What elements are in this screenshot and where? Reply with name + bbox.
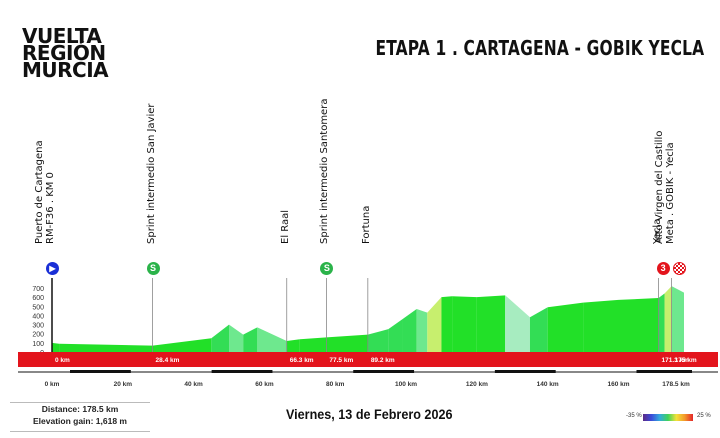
stage-title: ETAPA 1 . CARTAGENA - GOBIK YECLA <box>375 36 704 60</box>
logo-line-3: MURCIA <box>22 58 109 82</box>
elevation-stat: Elevation gain: 1,618 m <box>32 416 127 426</box>
scale-segment <box>353 370 415 373</box>
x-tick-label: 178.5 km <box>662 381 690 388</box>
start-icon: ▶ <box>46 262 59 275</box>
profile-segment <box>243 327 258 352</box>
profile-segment <box>388 319 403 352</box>
y-tick-label: 400 <box>32 313 44 320</box>
profile-segment <box>402 309 417 352</box>
y-tick-label: 200 <box>32 332 44 339</box>
waypoint-km-label: 89.2 km <box>371 357 395 364</box>
legend-max: 25 % <box>697 413 711 419</box>
distance-stat: Distance: 178.5 km <box>41 404 119 414</box>
profile-segment <box>441 296 453 352</box>
scale-segment <box>494 370 556 373</box>
x-tick-label: 40 km <box>184 381 203 388</box>
profile-segment <box>52 342 60 352</box>
logo-line-1: VUELTA <box>22 24 102 48</box>
profile-segment <box>416 309 428 352</box>
climb-category-icon: 3 <box>656 262 670 275</box>
stage-date: Viernes, 13 de Febrero 2026 <box>286 406 453 422</box>
sprint-icon: S <box>146 262 160 275</box>
profile-segment <box>367 329 389 352</box>
profile-segment <box>671 286 684 352</box>
x-tick-label: 60 km <box>255 381 274 388</box>
profile-segment <box>583 299 619 352</box>
profile-segment <box>664 286 672 352</box>
finish-flag-icon <box>672 262 686 275</box>
logo-line-2: REGIÓN <box>22 41 106 65</box>
stage-stats: Distance: 178.5 km Elevation gain: 1,618… <box>10 402 150 432</box>
waypoint-km-label: 66.3 km <box>290 357 314 364</box>
x-tick-label: 120 km <box>466 381 488 388</box>
scale-segment <box>636 370 692 373</box>
y-tick-label: 300 <box>32 323 44 330</box>
profile-segment <box>529 307 548 352</box>
profile-segment <box>427 297 442 352</box>
waypoint-km-label: 28.4 km <box>156 357 180 364</box>
km-band <box>18 352 718 367</box>
scale-segment <box>70 370 131 373</box>
x-tick-label: 0 km <box>45 381 60 388</box>
gradient-legend: -35 % 25 % <box>626 413 711 421</box>
scale-segment <box>211 370 273 373</box>
y-tick-label: 700 <box>32 286 44 293</box>
profile-segment <box>658 293 665 352</box>
profile-segment <box>152 338 212 352</box>
legend-min: -35 % <box>626 413 642 419</box>
profile-segment <box>505 295 530 352</box>
profile-segment <box>257 327 287 352</box>
x-tick-label: 140 km <box>537 381 559 388</box>
y-tick-label: 600 <box>32 295 44 302</box>
x-tick-label: 100 km <box>395 381 417 388</box>
x-tick-label: 20 km <box>114 381 133 388</box>
profile-segment <box>618 298 659 352</box>
waypoint-km-label: 171.3 km <box>662 357 690 364</box>
profile-segment <box>326 334 368 352</box>
profile-segment <box>59 343 153 352</box>
x-tick-label: 160 km <box>607 381 629 388</box>
y-tick-label: 100 <box>32 341 44 348</box>
y-tick-label: 500 <box>32 304 44 311</box>
profile-segment <box>547 302 584 352</box>
vuelta-logo: VUELTA REGIÓN MURCIA <box>22 24 142 82</box>
waypoint-km-label: 77.5 km <box>329 357 353 364</box>
profile-segment <box>299 337 327 352</box>
waypoint-km-label: 0 km <box>55 357 70 364</box>
sprint-icon: S <box>320 262 334 275</box>
profile-segment <box>476 295 506 352</box>
profile-segment <box>452 296 477 352</box>
gradient-bar <box>643 414 693 421</box>
profile-segment <box>211 324 230 352</box>
waypoint-km-label: 175 km <box>675 357 697 364</box>
profile-segment <box>286 339 300 352</box>
x-tick-label: 80 km <box>326 381 345 388</box>
profile-segment <box>229 324 244 352</box>
